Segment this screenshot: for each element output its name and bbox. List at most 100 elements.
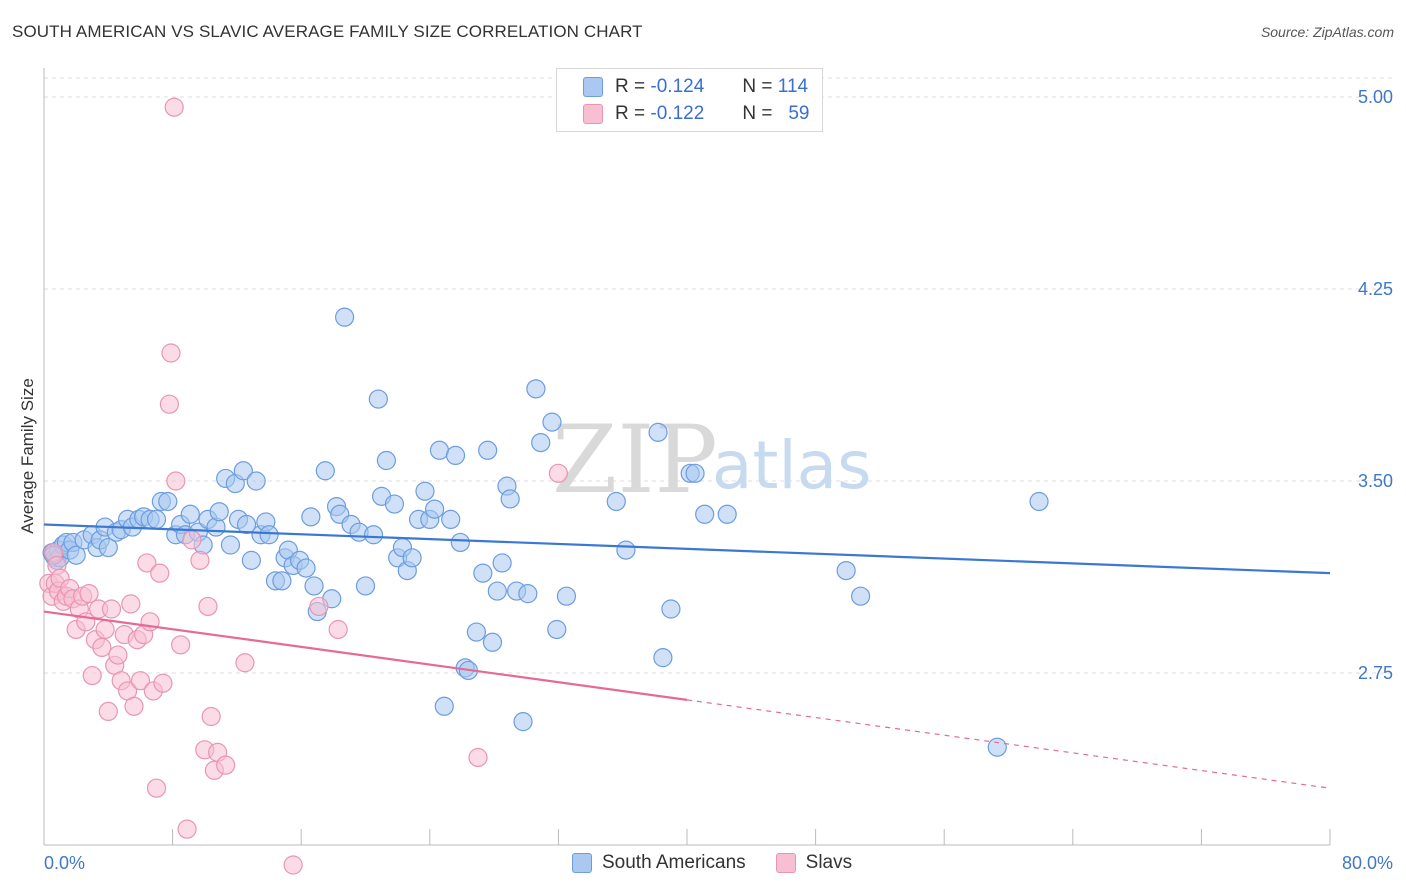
- south-american-point: [209, 502, 229, 522]
- slav-point: [548, 463, 569, 483]
- legend-swatch-pink: [775, 853, 796, 873]
- slav-point: [79, 584, 99, 604]
- slav-point: [121, 594, 141, 614]
- south-american-point: [429, 440, 450, 460]
- y-tick-label: 5.00: [1358, 87, 1393, 107]
- slav-point: [182, 530, 202, 550]
- legend-n-value: 59: [788, 103, 810, 124]
- slav-point: [82, 665, 102, 686]
- slav-point: [283, 855, 303, 875]
- south-american-point: [402, 548, 422, 568]
- legend-r-label: R =: [615, 76, 646, 97]
- south-american-point: [233, 461, 253, 481]
- legend-row-south-americans: R = -0.124 N = 114: [583, 75, 808, 99]
- slav-point: [235, 653, 255, 673]
- legend-swatch-blue: [572, 853, 592, 873]
- watermark: ZIP atlas: [552, 406, 872, 515]
- y-axis-label: Average Family Size: [18, 378, 37, 534]
- slav-point: [150, 563, 170, 583]
- grid: [44, 77, 1392, 674]
- south-american-point: [445, 445, 466, 465]
- legend-label: South Americans: [602, 852, 746, 873]
- south-american-point: [616, 540, 636, 560]
- data-points: [39, 97, 1049, 875]
- axis-labels: 5.00 4.25 3.50 2.75 0.0% 80.0% Average Family …: [18, 87, 1393, 873]
- south-american-point: [296, 558, 316, 578]
- slav-point: [328, 619, 348, 640]
- south-american-point: [425, 499, 445, 519]
- slav-point: [98, 701, 118, 722]
- slav-point: [101, 599, 122, 619]
- legend-item-south-americans[interactable]: South Americans: [572, 852, 746, 874]
- south-american-point: [158, 491, 178, 512]
- south-american-point: [542, 412, 562, 432]
- south-american-point: [482, 632, 503, 652]
- x-tick-label-max: 80.0%: [1342, 853, 1393, 873]
- south-american-point: [513, 712, 533, 732]
- y-tick-label: 2.75: [1358, 663, 1393, 683]
- axes: [43, 68, 1331, 846]
- south-american-point: [526, 379, 546, 399]
- south-american-point: [355, 576, 376, 596]
- slav-point: [159, 394, 179, 414]
- south-american-point: [851, 586, 871, 606]
- south-american-point: [368, 389, 388, 409]
- south-american-point: [487, 581, 507, 601]
- south-american-point: [450, 532, 470, 553]
- slav-point: [166, 471, 186, 491]
- south-american-point: [653, 648, 673, 668]
- slav-point: [164, 97, 184, 117]
- slav-trend-line: [43, 610, 688, 701]
- south-american-point: [180, 504, 200, 524]
- legend-label: Slavs: [805, 852, 853, 873]
- legend-n-label: N =: [742, 76, 773, 97]
- legend-r-label: R =: [615, 103, 646, 124]
- south-american-point: [304, 576, 324, 596]
- south-american-point: [836, 560, 856, 581]
- south-american-point: [478, 440, 498, 460]
- south-american-point: [606, 491, 626, 512]
- slav-point: [468, 747, 488, 768]
- y-tick-label: 4.25: [1358, 279, 1393, 299]
- south-american-point: [441, 509, 461, 530]
- south-american-point: [415, 481, 435, 501]
- south-american-point: [236, 514, 257, 535]
- south-american-point: [518, 584, 538, 604]
- south-american-point: [648, 422, 668, 442]
- slav-trend-extension: [686, 699, 1331, 789]
- legend-n-value: 114: [777, 76, 809, 97]
- slav-point: [171, 635, 191, 655]
- south-american-point: [1029, 491, 1049, 512]
- south-american-point: [685, 463, 705, 483]
- legend-n-label: N =: [742, 103, 773, 124]
- slav-point: [92, 637, 112, 658]
- x-tick-label-min: 0.0%: [44, 853, 85, 873]
- south-american-point: [146, 509, 167, 530]
- south-american-point: [363, 525, 384, 545]
- south-american-point: [717, 504, 737, 524]
- slav-point: [124, 696, 144, 716]
- y-tick-label: 3.50: [1358, 471, 1393, 491]
- legend-row-slavs: R = -0.122 N = 59: [583, 102, 809, 126]
- chart-title: SOUTH AMERICAN VS SLAVIC AVERAGE FAMILY …: [12, 22, 643, 41]
- south-american-point: [473, 563, 493, 583]
- legend-r-value: -0.122: [650, 103, 705, 124]
- south-american-trend-line: [43, 523, 1331, 575]
- watermark-zip: ZIP: [552, 406, 718, 515]
- south-american-point: [66, 545, 86, 565]
- south-american-point: [259, 525, 279, 545]
- slav-point: [161, 343, 181, 363]
- slav-point: [130, 671, 151, 691]
- trend-lines: [43, 523, 1331, 789]
- south-american-point: [376, 450, 396, 471]
- slav-point: [190, 550, 210, 570]
- south-american-point: [384, 494, 405, 514]
- south-american-point: [246, 471, 266, 491]
- south-american-point: [987, 737, 1007, 757]
- south-american-point: [547, 619, 567, 640]
- legend-item-slavs[interactable]: Slavs: [775, 852, 853, 874]
- slav-point: [216, 755, 236, 775]
- south-american-point: [301, 507, 321, 527]
- slav-point: [198, 596, 218, 617]
